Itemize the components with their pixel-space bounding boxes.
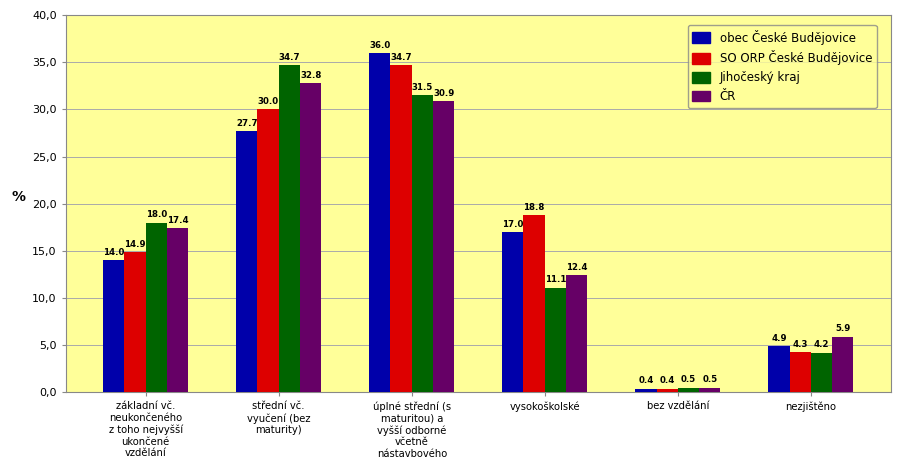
Text: 18.8: 18.8 bbox=[523, 203, 545, 212]
Text: 27.7: 27.7 bbox=[236, 119, 258, 128]
Text: 31.5: 31.5 bbox=[412, 83, 433, 92]
Text: 17.0: 17.0 bbox=[502, 220, 523, 229]
Bar bbox=[433, 101, 455, 392]
Bar bbox=[103, 260, 124, 392]
Bar bbox=[789, 352, 811, 392]
Legend: obec České Budějovice, SO ORP České Budějovice, Jihočeský kraj, ČR: obec České Budějovice, SO ORP České Budě… bbox=[687, 25, 877, 108]
Bar bbox=[257, 110, 279, 392]
Text: 0.4: 0.4 bbox=[659, 376, 675, 385]
Text: 4.2: 4.2 bbox=[814, 340, 829, 350]
Bar bbox=[502, 232, 523, 392]
Bar bbox=[699, 388, 721, 392]
Text: 14.0: 14.0 bbox=[103, 248, 124, 257]
Text: 34.7: 34.7 bbox=[279, 53, 300, 62]
Bar bbox=[833, 337, 853, 392]
Text: 0.5: 0.5 bbox=[681, 376, 696, 384]
Text: 4.3: 4.3 bbox=[793, 339, 808, 349]
Text: 18.0: 18.0 bbox=[146, 210, 167, 219]
Text: 34.7: 34.7 bbox=[391, 53, 412, 62]
Text: 14.9: 14.9 bbox=[124, 240, 146, 249]
Bar bbox=[236, 131, 257, 392]
Text: 17.4: 17.4 bbox=[167, 216, 189, 225]
Bar bbox=[279, 65, 300, 392]
Bar bbox=[411, 95, 433, 392]
Bar bbox=[391, 65, 411, 392]
Bar bbox=[545, 288, 566, 392]
Bar bbox=[369, 53, 391, 392]
Bar bbox=[657, 389, 677, 392]
Bar bbox=[167, 228, 189, 392]
Text: 32.8: 32.8 bbox=[300, 70, 321, 80]
Text: 0.5: 0.5 bbox=[702, 376, 717, 384]
Bar bbox=[677, 388, 699, 392]
Bar bbox=[146, 223, 167, 392]
Text: 4.9: 4.9 bbox=[771, 334, 787, 343]
Y-axis label: %: % bbox=[11, 190, 25, 204]
Text: 0.4: 0.4 bbox=[639, 376, 654, 385]
Bar bbox=[635, 389, 657, 392]
Text: 5.9: 5.9 bbox=[835, 324, 851, 333]
Bar bbox=[523, 215, 545, 392]
Text: 30.0: 30.0 bbox=[258, 97, 279, 106]
Text: 36.0: 36.0 bbox=[369, 40, 391, 49]
Bar bbox=[566, 275, 587, 392]
Bar bbox=[811, 353, 833, 392]
Bar bbox=[124, 252, 146, 392]
Text: 11.1: 11.1 bbox=[545, 275, 566, 284]
Bar bbox=[769, 346, 789, 392]
Bar bbox=[300, 83, 321, 392]
Text: 30.9: 30.9 bbox=[433, 89, 455, 98]
Text: 12.4: 12.4 bbox=[566, 263, 587, 272]
